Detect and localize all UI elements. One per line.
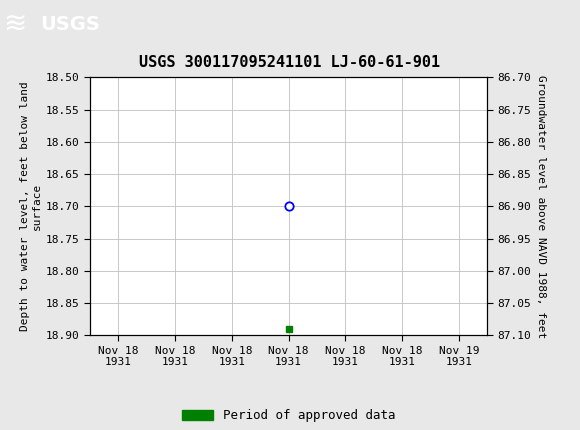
Y-axis label: Depth to water level, feet below land
surface: Depth to water level, feet below land su… [20, 82, 42, 331]
Text: ≋: ≋ [3, 10, 26, 38]
Text: USGS: USGS [41, 15, 100, 34]
Y-axis label: Groundwater level above NAVD 1988, feet: Groundwater level above NAVD 1988, feet [535, 75, 546, 338]
Legend: Period of approved data: Period of approved data [177, 404, 400, 427]
Text: USGS 300117095241101 LJ-60-61-901: USGS 300117095241101 LJ-60-61-901 [139, 55, 441, 70]
